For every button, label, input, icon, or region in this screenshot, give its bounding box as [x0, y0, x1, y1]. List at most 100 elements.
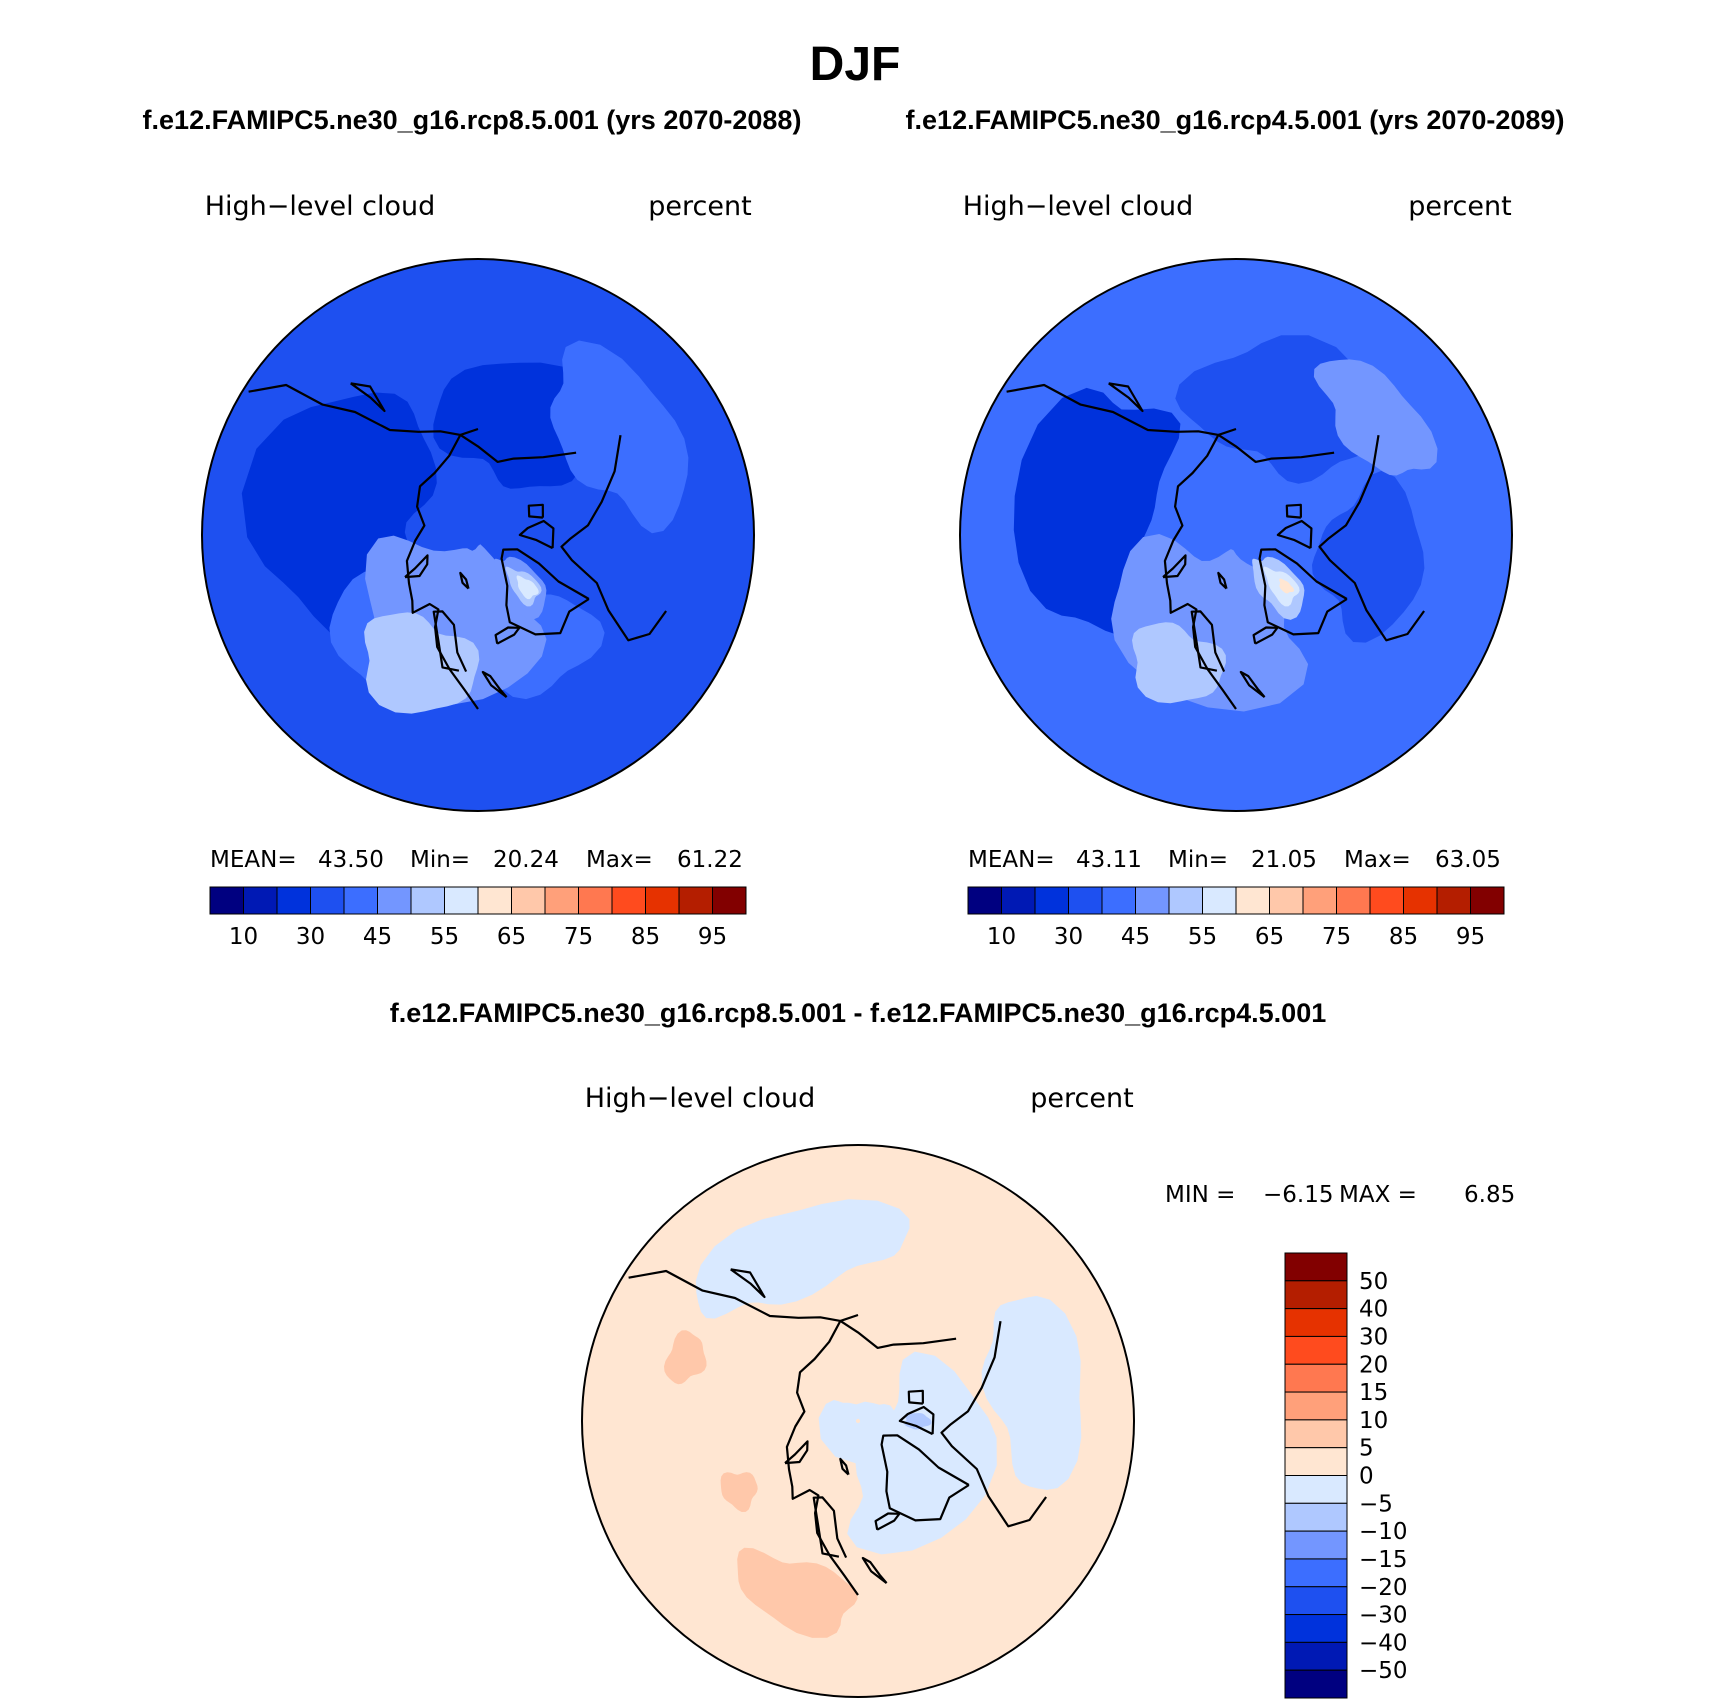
panel-difference-colorbar-box-15 [1284, 1669, 1348, 1699]
panel-rcp85-region-9 [516, 575, 539, 600]
panel-rcp45-region-4 [1132, 622, 1226, 704]
panel-rcp85-coastline-0 [500, 548, 590, 636]
panel-rcp85-coastline-2 [248, 383, 577, 463]
panel-rcp85-colorbar-box-5 [377, 886, 412, 915]
panel-difference-colorbar-tick-3: 20 [1359, 1352, 1388, 1378]
panel-difference-region-2 [695, 1199, 910, 1319]
panel-difference-min-value: −6.15 [1263, 1182, 1333, 1208]
left-run-title: f.e12.FAMIPC5.ne30_g16.rcp8.5.001 (yrs 2… [143, 105, 802, 135]
panel-rcp45-coastline-3 [1318, 435, 1425, 642]
panel-rcp85-colorbar-tick-0: 10 [229, 924, 258, 950]
panel-rcp85-coastline-7 [432, 610, 468, 673]
panel-rcp45-colorbar-box-0 [967, 886, 1002, 915]
panel-rcp85-colorbar-tick-6: 85 [631, 924, 660, 950]
panel-difference-colorbar-tick-10: −15 [1359, 1547, 1408, 1573]
panel-difference-units: percent [1030, 1083, 1133, 1114]
panel-rcp85-colorbar: 10 30 45 55 65 75 85 95 [209, 886, 747, 950]
panel-rcp85-colorbar-box-0 [209, 886, 244, 915]
panel-difference-min-label: MIN = [1165, 1182, 1235, 1208]
panel-rcp45: High−level cloud percent MEAN= 43.11 Min… [959, 191, 1513, 950]
panel-difference-colorbar-box-5 [1284, 1391, 1348, 1421]
panel-rcp85-colorbar-box-9 [511, 886, 546, 915]
panel-rcp45-max-label: Max= [1344, 847, 1411, 873]
panel-rcp45-min-value: 21.05 [1251, 847, 1317, 873]
panel-difference-colorbar-box-1 [1284, 1280, 1348, 1310]
panel-rcp85-colorbar-box-1 [243, 886, 278, 915]
panel-rcp45-colorbar-tick-2: 45 [1121, 924, 1150, 950]
panel-rcp45-variable: High−level cloud [963, 191, 1194, 222]
panel-difference-colorbar-tick-4: 15 [1359, 1380, 1388, 1406]
panel-rcp85-coastline-9 [404, 554, 429, 579]
panel-difference-coastline-5 [907, 1389, 924, 1405]
figure-title: DJF [810, 38, 901, 91]
panel-rcp45-colorbar-box-1 [1001, 886, 1036, 915]
panel-difference-coastline-2 [628, 1269, 957, 1349]
panel-rcp45-coastline-1 [1252, 626, 1279, 645]
panel-rcp85-min-label: Min= [410, 847, 470, 873]
panel-rcp85-colorbar-box-8 [477, 886, 512, 915]
panel-difference-region-5 [737, 1547, 858, 1638]
panel-rcp45-colorbar-tick-0: 10 [987, 924, 1016, 950]
panel-rcp45-coastline-7 [1190, 610, 1226, 673]
panel-rcp45-colorbar-box-4 [1101, 886, 1136, 915]
panel-difference-colorbar-box-10 [1284, 1530, 1348, 1560]
panel-difference-colorbar-box-14 [1284, 1641, 1348, 1671]
panel-rcp85-colorbar-box-2 [276, 886, 311, 915]
panel-rcp85-colorbar-tick-3: 55 [430, 924, 459, 950]
diff-title: f.e12.FAMIPC5.ne30_g16.rcp8.5.001 - f.e1… [390, 998, 1326, 1028]
panel-rcp45-colorbar: 10 30 45 55 65 75 85 95 [967, 886, 1505, 950]
panel-rcp45-colorbar-tick-3: 55 [1188, 924, 1217, 950]
panel-rcp85-coastline-10 [459, 571, 470, 590]
panel-rcp45-region-5 [1313, 359, 1438, 476]
panel-rcp85: High−level cloud percent MEAN= 43.50 Min… [201, 191, 755, 950]
panel-difference-map-border [581, 1144, 1135, 1698]
panel-rcp85-coastline-1 [494, 626, 521, 645]
panel-difference-colorbar-box-13 [1284, 1614, 1348, 1643]
panel-rcp45-coastline-10 [1217, 571, 1228, 590]
panel-rcp85-max-label: Max= [586, 847, 653, 873]
panel-difference-region-6 [720, 1472, 758, 1512]
panel-rcp85-coastline-4 [518, 519, 555, 550]
panel-rcp85-colorbar-box-6 [410, 886, 445, 915]
panel-rcp85-mean-label: MEAN= [210, 847, 297, 873]
right-run-title: f.e12.FAMIPC5.ne30_g16.rcp4.5.001 (yrs 2… [906, 105, 1565, 135]
panel-rcp85-coastline-5 [527, 503, 544, 519]
panel-difference-colorbar-box-6 [1284, 1419, 1348, 1449]
panel-rcp45-colorbar-box-3 [1068, 886, 1103, 915]
panel-difference-colorbar-tick-13: −40 [1359, 1630, 1408, 1656]
panel-rcp85-field [202, 259, 754, 811]
panel-difference-colorbar-tick-11: −20 [1359, 1575, 1408, 1601]
panel-rcp45-coastline-2 [1006, 383, 1335, 463]
panel-rcp45-colorbar-box-7 [1202, 886, 1237, 915]
panel-difference-colorbar-tick-2: 30 [1359, 1324, 1388, 1350]
panel-rcp45-mean-value: 43.11 [1076, 847, 1142, 873]
panel-rcp85-colorbar-box-13 [645, 886, 680, 915]
panel-difference-colorbar-box-9 [1284, 1502, 1348, 1532]
panel-rcp85-colorbar-tick-1: 30 [296, 924, 325, 950]
panel-rcp45-units: percent [1408, 191, 1511, 222]
panel-rcp45-colorbar-box-6 [1168, 886, 1203, 915]
panel-difference-colorbar-box-2 [1284, 1308, 1348, 1337]
panel-rcp45-colorbar-tick-4: 65 [1255, 924, 1284, 950]
panel-rcp45-coastline-4 [1276, 519, 1313, 550]
panel-difference-coastline-6 [785, 1313, 859, 1596]
panel-rcp45-coastline-11 [1108, 382, 1144, 413]
panel-rcp45-coastline-0 [1258, 548, 1348, 636]
panel-rcp85-min-value: 20.24 [493, 847, 559, 873]
panel-difference-colorbar-box-4 [1284, 1363, 1348, 1393]
panel-rcp85-region-6 [364, 612, 480, 714]
panel-difference-colorbar-tick-12: −30 [1359, 1603, 1408, 1629]
panel-rcp45-region-2 [1312, 470, 1425, 643]
panel-rcp45-colorbar-box-14 [1436, 886, 1471, 915]
panel-rcp85-coastline-8 [481, 670, 508, 698]
panel-rcp85-colorbar-tick-7: 95 [698, 924, 727, 950]
panel-rcp85-coastline-11 [350, 382, 386, 413]
panel-rcp85-colorbar-tick-2: 45 [363, 924, 392, 950]
panel-difference-max-label: MAX = [1339, 1182, 1417, 1208]
panel-rcp45-colorbar-box-11 [1336, 886, 1371, 915]
panel-difference-max-value: 6.85 [1464, 1182, 1515, 1208]
panel-difference-colorbar-box-12 [1284, 1586, 1348, 1616]
panel-rcp45-colorbar-tick-5: 75 [1322, 924, 1351, 950]
panel-rcp85-colorbar-box-10 [544, 886, 579, 915]
